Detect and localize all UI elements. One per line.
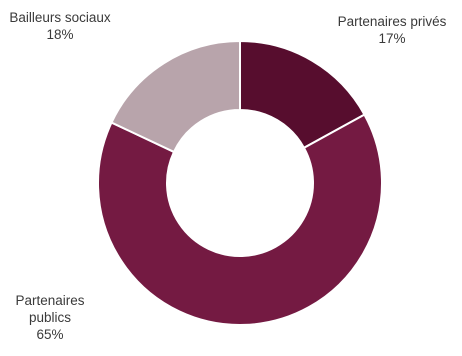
slice-label-1: Partenaires privés 17% bbox=[338, 14, 447, 46]
donut-slice-2 bbox=[97, 113, 383, 326]
donut-slice-1 bbox=[239, 39, 366, 150]
slice-name-line-1-1: Partenaires privés bbox=[338, 14, 447, 29]
slices-layer bbox=[97, 39, 383, 326]
slice-label-2: Partenaires publics 65% bbox=[15, 293, 84, 342]
slice-name-line-3-1: Bailleurs sociaux bbox=[9, 10, 111, 25]
slice-name-line-2-2: publics bbox=[29, 310, 71, 325]
slice-label-3: Bailleurs sociaux 18% bbox=[9, 10, 111, 42]
donut-slice-3 bbox=[110, 39, 241, 154]
slice-value-label-3: 18% bbox=[46, 27, 73, 42]
labels-layer: Partenaires privés 17% Partenaires publics 6… bbox=[9, 10, 446, 342]
slice-value-label-1: 17% bbox=[378, 31, 405, 46]
slice-value-label-2: 65% bbox=[36, 327, 63, 342]
slice-name-line-2-1: Partenaires bbox=[15, 293, 84, 308]
